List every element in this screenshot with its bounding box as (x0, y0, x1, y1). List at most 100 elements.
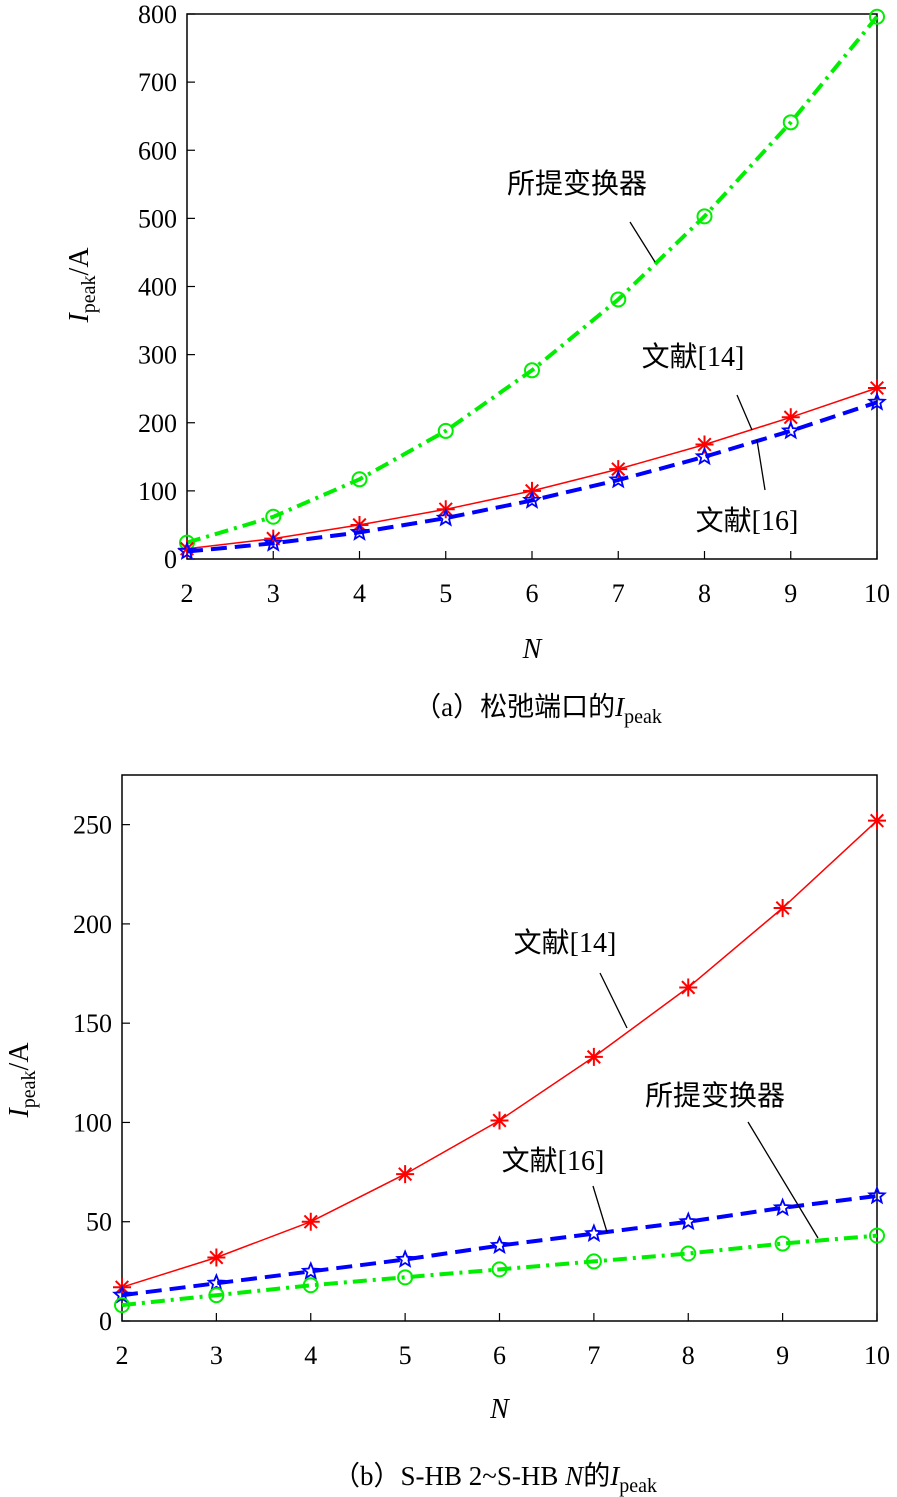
circle-marker (397, 1269, 414, 1286)
star-marker (608, 469, 629, 489)
x-tick-label: 7 (612, 579, 625, 608)
star-marker (867, 391, 887, 411)
asterisk-marker (695, 435, 714, 454)
y-axis-label-unit: /A (4, 1042, 35, 1071)
circle-marker (114, 1297, 130, 1314)
star-marker (694, 446, 715, 466)
star-marker (780, 420, 801, 440)
plot-frame (186, 13, 878, 560)
x-tick-label: 5 (439, 579, 452, 608)
chart-b: 2 3 4 5 6 7 8 9 10050100150200250NIpeak/A文献[14]文… (4, 774, 890, 1497)
star-marker (263, 532, 284, 552)
star-marker (349, 521, 370, 541)
x-tick-label: 4 (353, 579, 366, 608)
caption-symbol: I (609, 1461, 621, 1491)
asterisk-marker (609, 460, 628, 479)
y-tick-label: 800 (138, 0, 177, 29)
star-marker (177, 541, 197, 560)
caption-text: 的 (583, 1461, 610, 1491)
y-tick-label: 100 (138, 477, 177, 506)
circle-marker (491, 1261, 508, 1278)
caption-text: （b）S-HB 2~S-HB (333, 1461, 565, 1491)
x-tick-label: 3 (267, 579, 280, 608)
series-annotation: 文献[16] (696, 505, 799, 537)
x-tick-label: 4 (304, 1341, 317, 1370)
x-tick-label: 6 (493, 1341, 506, 1370)
x-tick-label: 8 (682, 1341, 695, 1370)
y-tick-label: 150 (73, 1009, 112, 1038)
x-axis-label: N (489, 1394, 510, 1425)
y-tick-label: 0 (164, 545, 177, 574)
asterisk-marker (490, 1111, 509, 1130)
series-line (121, 1193, 878, 1298)
x-tick-label: 10 (864, 579, 890, 608)
series-annotation: 文献[16] (502, 1145, 605, 1177)
asterisk-marker (679, 978, 698, 997)
series-2 (177, 391, 887, 560)
asterisk-marker (264, 529, 283, 548)
circle-marker (208, 1287, 225, 1304)
asterisk-marker (207, 1248, 226, 1267)
circle-marker (437, 422, 454, 439)
asterisk-marker (178, 539, 196, 558)
y-tick-label: 200 (73, 910, 112, 939)
series-annotation: 所提变换器 (645, 1080, 785, 1112)
y-axis-label-subscript: peak (18, 1070, 40, 1108)
annotation-leader (599, 972, 628, 1029)
caption-italic: N (564, 1461, 585, 1491)
series-line (121, 1233, 878, 1308)
caption-text: （a）松弛端口的 (414, 692, 615, 722)
asterisk-marker (781, 408, 800, 427)
x-tick-label: 9 (784, 579, 797, 608)
y-axis-label-symbol: I (64, 312, 95, 324)
annotation-leader (629, 221, 656, 263)
series-line (121, 820, 878, 1288)
series-annotation: 所提变换器 (507, 168, 647, 200)
x-tick-label: 5 (399, 1341, 412, 1370)
x-tick-label: 2 (116, 1341, 129, 1370)
annotation-leader (747, 1121, 819, 1239)
circle-marker (680, 1245, 697, 1262)
star-marker (772, 1197, 793, 1217)
y-axis-label-subscript: peak (78, 275, 100, 313)
y-tick-label: 50 (86, 1208, 112, 1237)
asterisk-marker (584, 1047, 603, 1066)
y-tick-label: 200 (138, 409, 177, 438)
series-line (186, 15, 879, 545)
circle-marker (869, 8, 885, 25)
x-tick-label: 3 (210, 1341, 223, 1370)
caption-subscript: peak (624, 706, 662, 728)
asterisk-marker (301, 1212, 320, 1231)
x-tick-label: 7 (587, 1341, 600, 1370)
annotation-leader (592, 1185, 608, 1233)
y-axis-label: Ipeak/A (4, 1042, 40, 1119)
series-0 (113, 811, 886, 1297)
y-tick-label: 600 (138, 136, 177, 165)
y-axis-label-symbol: I (4, 1107, 35, 1119)
series-1 (112, 1185, 887, 1304)
circle-marker (869, 1227, 885, 1244)
star-marker (300, 1260, 321, 1280)
figure-caption: （b）S-HB 2~S-HB N的Ipeak (333, 1461, 657, 1497)
y-tick-label: 100 (73, 1108, 112, 1137)
series-annotation: 文献[14] (642, 341, 745, 373)
star-marker (678, 1211, 699, 1231)
caption-symbol: I (614, 692, 626, 722)
x-axis-label: N (522, 634, 543, 665)
series-line (186, 400, 878, 554)
asterisk-marker (773, 899, 792, 918)
circle-marker (265, 508, 282, 525)
figure-caption: （a）松弛端口的Ipeak (414, 692, 662, 728)
asterisk-marker (396, 1165, 415, 1184)
annotation-leader (756, 439, 766, 491)
asterisk-marker (868, 379, 886, 398)
annotation-leader (736, 394, 753, 431)
circle-marker (774, 1235, 791, 1252)
star-marker (522, 489, 542, 509)
x-tick-label: 2 (181, 579, 194, 608)
y-tick-label: 400 (138, 273, 177, 302)
star-marker (867, 1185, 887, 1205)
series-0 (179, 8, 885, 551)
x-tick-label: 10 (864, 1341, 890, 1370)
